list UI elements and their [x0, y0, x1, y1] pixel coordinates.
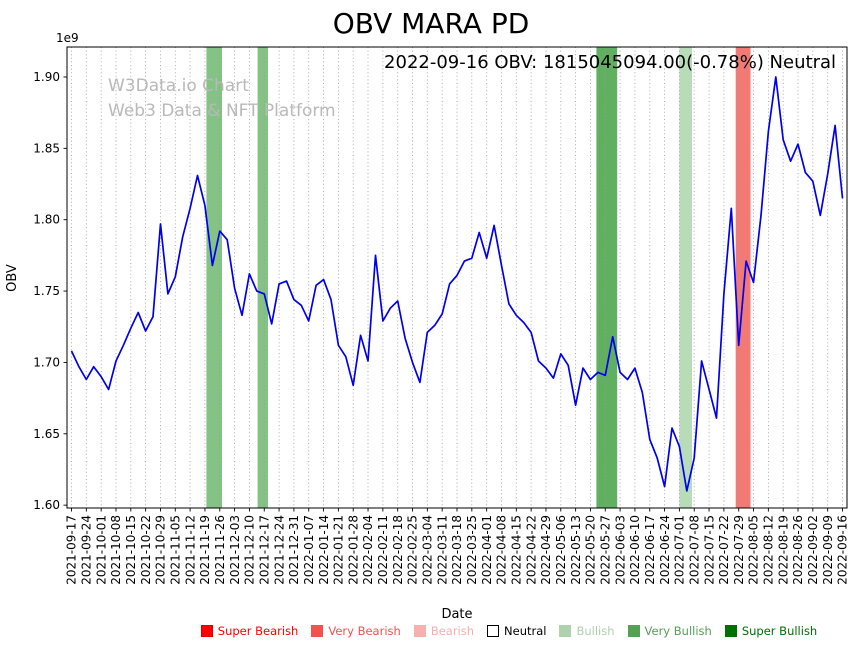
svg-text:2022-08-19: 2022-08-19: [776, 515, 790, 585]
svg-text:2022-01-14: 2022-01-14: [317, 515, 331, 585]
very-bullish-swatch: [627, 625, 640, 637]
svg-text:2021-11-12: 2021-11-12: [183, 515, 197, 585]
svg-text:2021-10-15: 2021-10-15: [124, 515, 138, 585]
svg-text:2022-06-10: 2022-06-10: [628, 515, 642, 585]
svg-text:2022-02-18: 2022-02-18: [391, 515, 405, 585]
chart-title: OBV MARA PD: [332, 7, 530, 40]
svg-text:2021-12-10: 2021-12-10: [243, 515, 257, 585]
svg-text:2022-02-11: 2022-02-11: [376, 515, 390, 585]
svg-text:1.70: 1.70: [33, 355, 60, 369]
svg-text:1.90: 1.90: [33, 70, 60, 84]
legend-label: Very Bullish: [644, 624, 712, 638]
svg-text:2022-04-15: 2022-04-15: [510, 515, 524, 585]
svg-text:2022-05-06: 2022-05-06: [554, 515, 568, 585]
legend-item-very-bearish: Very Bearish: [311, 624, 401, 638]
latest-value-annotation: 2022-09-16 OBV: 1815045094.00(-0.78%) Ne…: [384, 52, 836, 73]
svg-text:2022-06-24: 2022-06-24: [658, 515, 672, 585]
svg-text:2022-05-13: 2022-05-13: [569, 515, 583, 585]
watermark-line2: Web3 Data & NFT Platform: [108, 100, 336, 121]
svg-text:2021-12-03: 2021-12-03: [228, 515, 242, 585]
svg-text:2022-07-01: 2022-07-01: [673, 515, 687, 585]
svg-text:OBV: OBV: [5, 264, 20, 292]
svg-text:2022-01-21: 2022-01-21: [332, 515, 346, 585]
legend-label: Bearish: [430, 624, 475, 638]
svg-text:2021-10-22: 2021-10-22: [139, 515, 153, 585]
svg-text:2022-03-25: 2022-03-25: [465, 515, 479, 585]
super-bearish-swatch: [200, 625, 213, 637]
legend-item-very-bullish: Very Bullish: [627, 624, 712, 638]
svg-text:2022-05-20: 2022-05-20: [584, 515, 598, 585]
svg-text:2021-10-01: 2021-10-01: [94, 515, 108, 585]
legend-label: Bullish: [576, 624, 615, 638]
svg-text:2022-07-22: 2022-07-22: [717, 515, 731, 585]
legend-item-super-bearish: Super Bearish: [200, 624, 299, 638]
svg-text:2022-04-01: 2022-04-01: [480, 515, 494, 585]
legend-label: Neutral: [504, 624, 547, 638]
watermark: W3Data.io Chart Web3 Data & NFT Platform: [108, 74, 336, 123]
svg-text:2022-02-25: 2022-02-25: [406, 515, 420, 585]
svg-text:2022-06-03: 2022-06-03: [613, 515, 627, 585]
legend-item-neutral: Neutral: [487, 624, 546, 638]
bearish-swatch: [413, 625, 426, 637]
svg-text:2022-08-26: 2022-08-26: [791, 515, 805, 585]
svg-text:2022-03-04: 2022-03-04: [421, 515, 435, 585]
svg-text:1.60: 1.60: [33, 498, 60, 512]
svg-text:2022-05-27: 2022-05-27: [599, 515, 613, 585]
legend-item-super-bullish: Super Bullish: [724, 624, 818, 638]
svg-text:2021-12-17: 2021-12-17: [257, 515, 271, 585]
legend-item-bullish: Bullish: [559, 624, 615, 638]
svg-text:2021-10-08: 2021-10-08: [109, 515, 123, 585]
svg-text:2021-12-31: 2021-12-31: [287, 515, 301, 585]
svg-text:1e9: 1e9: [56, 31, 79, 45]
svg-text:1.75: 1.75: [33, 284, 60, 298]
svg-text:2022-07-15: 2022-07-15: [702, 515, 716, 585]
svg-text:2022-03-18: 2022-03-18: [450, 515, 464, 585]
svg-text:2022-09-09: 2022-09-09: [821, 515, 835, 585]
legend-item-bearish: Bearish: [413, 624, 475, 638]
svg-text:2022-03-11: 2022-03-11: [435, 515, 449, 585]
svg-text:2022-04-22: 2022-04-22: [524, 515, 538, 585]
svg-text:2021-09-17: 2021-09-17: [65, 515, 79, 585]
svg-text:1.65: 1.65: [33, 427, 60, 441]
neutral-swatch: [487, 625, 500, 637]
bullish-swatch: [559, 625, 572, 637]
watermark-line1: W3Data.io Chart: [108, 76, 249, 96]
svg-text:2021-11-05: 2021-11-05: [169, 515, 183, 585]
svg-text:2022-02-04: 2022-02-04: [361, 515, 375, 585]
svg-text:2021-11-26: 2021-11-26: [213, 515, 227, 585]
svg-text:2022-04-29: 2022-04-29: [539, 515, 553, 585]
svg-text:2022-07-29: 2022-07-29: [732, 515, 746, 585]
svg-text:2021-10-29: 2021-10-29: [154, 515, 168, 585]
svg-text:2022-01-07: 2022-01-07: [302, 515, 316, 585]
svg-text:1.80: 1.80: [33, 213, 60, 227]
signal-legend: Super Bearish Very Bearish Bearish Neutr…: [160, 619, 858, 643]
very-bearish-swatch: [311, 625, 324, 637]
svg-text:2021-11-19: 2021-11-19: [198, 515, 212, 585]
svg-text:2022-08-12: 2022-08-12: [762, 515, 776, 585]
svg-text:2022-09-16: 2022-09-16: [836, 515, 850, 585]
svg-text:1.85: 1.85: [33, 141, 60, 155]
legend-label: Very Bearish: [328, 624, 401, 638]
svg-text:2021-12-24: 2021-12-24: [272, 515, 286, 585]
svg-text:2022-01-28: 2022-01-28: [346, 515, 360, 585]
svg-text:2022-07-08: 2022-07-08: [687, 515, 701, 585]
svg-text:2022-08-05: 2022-08-05: [747, 515, 761, 585]
svg-text:2022-06-17: 2022-06-17: [643, 515, 657, 585]
svg-text:2022-04-08: 2022-04-08: [495, 515, 509, 585]
svg-text:Date: Date: [441, 607, 472, 622]
super-bullish-swatch: [724, 625, 737, 637]
svg-text:2021-09-24: 2021-09-24: [80, 515, 94, 585]
legend-label: Super Bullish: [741, 624, 818, 638]
legend-label: Super Bearish: [217, 624, 299, 638]
svg-text:2022-09-02: 2022-09-02: [806, 515, 820, 585]
